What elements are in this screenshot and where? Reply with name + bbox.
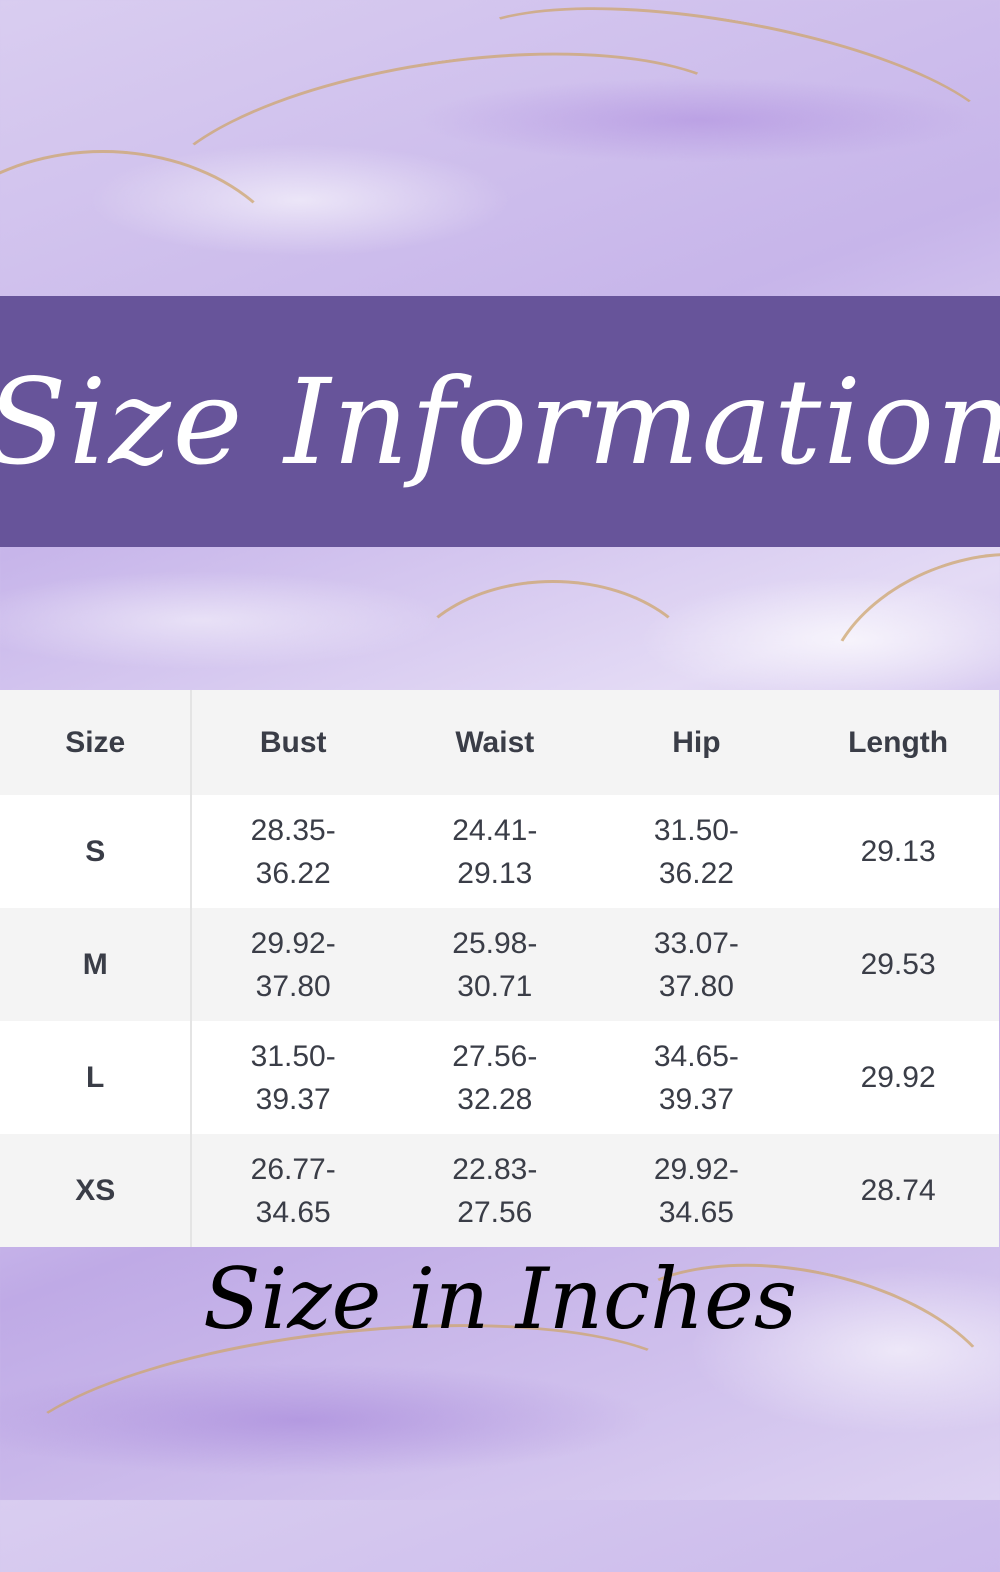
units-caption: Size in Inches — [203, 1250, 797, 1348]
cell-bust: 26.77- 34.65 — [191, 1134, 395, 1247]
table-row: XS 26.77- 34.65 22.83- 27.56 29.92- 34.65 2… — [0, 1134, 999, 1247]
cell-length: 29.13 — [797, 795, 999, 908]
cell-length: 29.92 — [797, 1021, 999, 1134]
cell-hip: 33.07- 37.80 — [595, 908, 798, 1021]
header-bust: Bust — [191, 690, 395, 795]
cell-waist: 25.98- 30.71 — [394, 908, 596, 1021]
table-row: L 31.50- 39.37 27.56- 32.28 34.65- 39.37 29… — [0, 1021, 999, 1134]
cell-waist: 22.83- 27.56 — [394, 1134, 596, 1247]
cell-hip: 31.50- 36.22 — [595, 795, 798, 908]
table-row: S 28.35- 36.22 24.41- 29.13 31.50- 36.22 29… — [0, 795, 999, 908]
title-banner: Size Information — [0, 296, 1000, 547]
cell-waist: 27.56- 32.28 — [394, 1021, 596, 1134]
header-size: Size — [0, 690, 193, 795]
cell-bust: 29.92- 37.80 — [191, 908, 395, 1021]
header-hip: Hip — [595, 690, 798, 795]
cell-bust: 28.35- 36.22 — [191, 795, 395, 908]
cell-size: XS — [0, 1134, 193, 1247]
table-header-row: Size Bust Waist Hip Length — [0, 690, 999, 795]
cell-size: M — [0, 908, 193, 1021]
cell-size: S — [0, 795, 193, 908]
cell-hip: 34.65- 39.37 — [595, 1021, 798, 1134]
cell-waist: 24.41- 29.13 — [394, 795, 596, 908]
header-length: Length — [797, 690, 999, 795]
page-title: Size Information — [0, 352, 1000, 491]
cell-bust: 31.50- 39.37 — [191, 1021, 395, 1134]
cell-hip: 29.92- 34.65 — [595, 1134, 798, 1247]
cell-length: 28.74 — [797, 1134, 999, 1247]
table-row: M 29.92- 37.80 25.98- 30.71 33.07- 37.80 29… — [0, 908, 999, 1021]
cell-length: 29.53 — [797, 908, 999, 1021]
size-table: Size Bust Waist Hip Length S 28.35- 36.22… — [0, 690, 1000, 1247]
header-waist: Waist — [394, 690, 596, 795]
cell-size: L — [0, 1021, 193, 1134]
